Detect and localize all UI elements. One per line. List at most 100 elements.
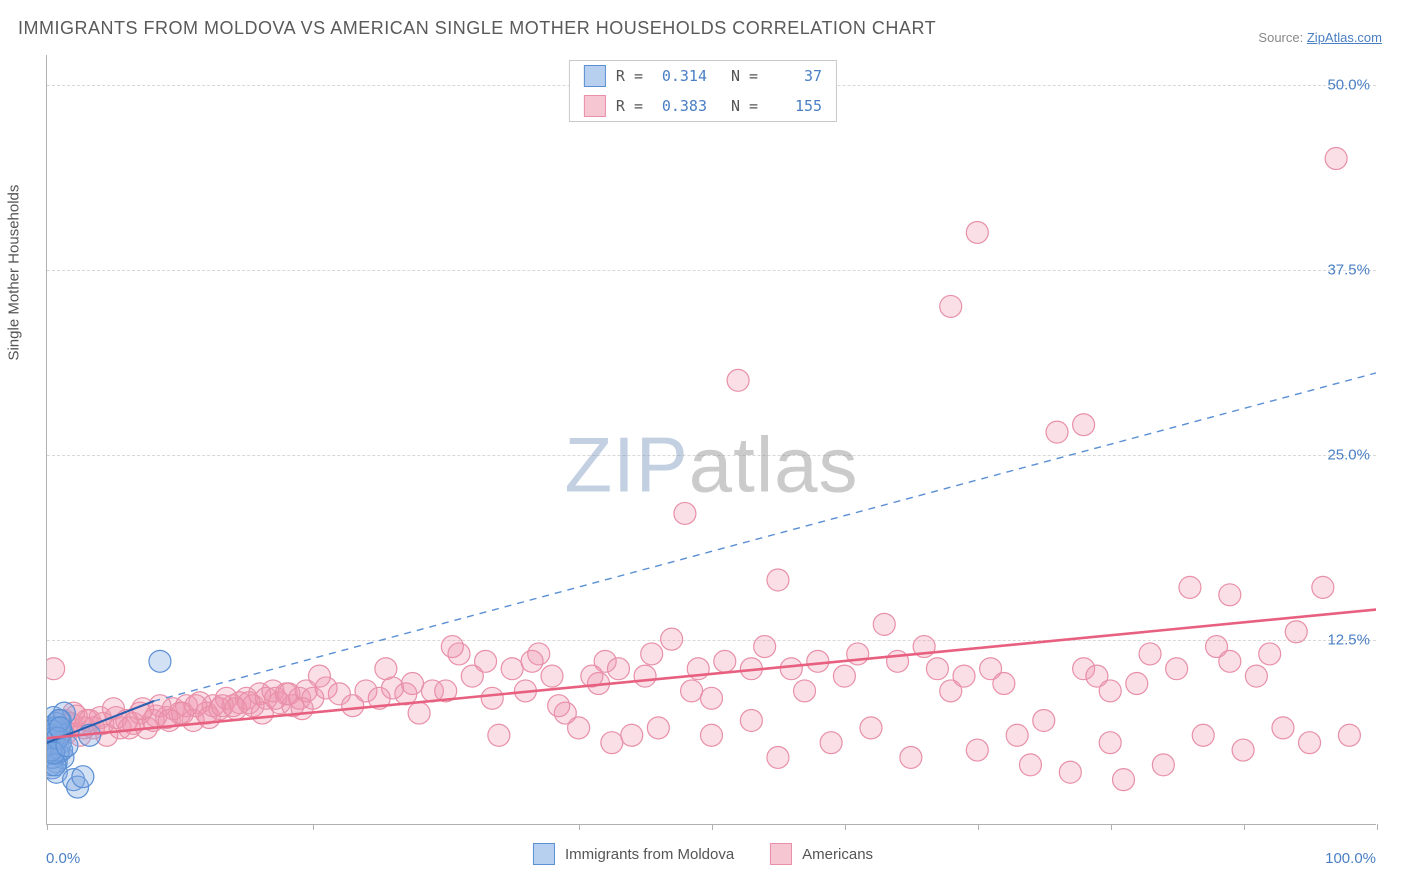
x-axis-max-label: 100.0%	[1325, 850, 1376, 867]
scatter-point-americans	[441, 636, 463, 658]
scatter-point-americans	[900, 746, 922, 768]
scatter-point-americans	[1099, 680, 1121, 702]
scatter-point-americans	[681, 680, 703, 702]
scatter-point-americans	[1219, 584, 1241, 606]
scatter-point-americans	[1099, 732, 1121, 754]
x-tick	[1111, 824, 1112, 830]
scatter-point-americans	[521, 650, 543, 672]
legend-r-value: 0.383	[653, 97, 707, 115]
scatter-point-americans	[1059, 761, 1081, 783]
scatter-point-americans	[701, 687, 723, 709]
legend-n-label: N =	[731, 97, 758, 115]
scatter-point-americans	[501, 658, 523, 680]
legend-r-label: R =	[616, 67, 643, 85]
scatter-point-americans	[1285, 621, 1307, 643]
scatter-point-americans	[1192, 724, 1214, 746]
legend-swatch-americans	[770, 843, 792, 865]
scatter-point-americans	[1299, 732, 1321, 754]
scatter-point-moldova	[72, 766, 94, 788]
scatter-point-americans	[634, 665, 656, 687]
scatter-point-americans	[767, 569, 789, 591]
correlation-legend: R =0.314N =37R =0.383N =155	[569, 60, 837, 122]
scatter-point-americans	[940, 295, 962, 317]
scatter-point-americans	[966, 221, 988, 243]
scatter-point-americans	[1073, 414, 1095, 436]
legend-swatch-moldova	[584, 65, 606, 87]
scatter-point-americans	[375, 658, 397, 680]
legend-swatch-moldova	[533, 843, 555, 865]
scatter-point-moldova	[149, 650, 171, 672]
legend-swatch-americans	[584, 95, 606, 117]
scatter-point-americans	[926, 658, 948, 680]
source-attribution: Source: ZipAtlas.com	[1258, 30, 1382, 45]
x-axis-min-label: 0.0%	[46, 850, 80, 867]
scatter-point-americans	[754, 636, 776, 658]
scatter-point-americans	[807, 650, 829, 672]
scatter-point-americans	[740, 709, 762, 731]
scatter-point-americans	[860, 717, 882, 739]
scatter-point-americans	[833, 665, 855, 687]
chart-title: IMMIGRANTS FROM MOLDOVA VS AMERICAN SING…	[18, 18, 936, 39]
scatter-point-americans	[601, 732, 623, 754]
scatter-point-americans	[1312, 576, 1334, 598]
scatter-point-americans	[647, 717, 669, 739]
x-tick	[1377, 824, 1378, 830]
scatter-point-americans	[767, 746, 789, 768]
scatter-point-americans	[727, 369, 749, 391]
scatter-point-americans	[1152, 754, 1174, 776]
scatter-point-americans	[47, 658, 65, 680]
scatter-point-americans	[1272, 717, 1294, 739]
legend-stat-row-moldova: R =0.314N =37	[570, 61, 836, 91]
scatter-point-americans	[118, 717, 140, 739]
scatter-point-americans	[568, 717, 590, 739]
x-tick	[978, 824, 979, 830]
scatter-point-americans	[1033, 709, 1055, 731]
x-tick	[1244, 824, 1245, 830]
scatter-point-americans	[401, 673, 423, 695]
scatter-point-americans	[607, 658, 629, 680]
x-tick	[579, 824, 580, 830]
x-tick	[313, 824, 314, 830]
scatter-plot-svg	[47, 55, 1376, 824]
scatter-point-americans	[481, 687, 503, 709]
source-label: Source:	[1258, 30, 1303, 45]
series-legend: Immigrants from Moldova Americans	[533, 843, 873, 865]
scatter-point-americans	[1338, 724, 1360, 746]
legend-label-americans: Americans	[802, 846, 873, 863]
source-link[interactable]: ZipAtlas.com	[1307, 30, 1382, 45]
scatter-point-americans	[1019, 754, 1041, 776]
scatter-point-americans	[1112, 769, 1134, 791]
scatter-point-americans	[1219, 650, 1241, 672]
scatter-point-americans	[1245, 665, 1267, 687]
scatter-point-americans	[641, 643, 663, 665]
scatter-point-americans	[674, 502, 696, 524]
scatter-point-americans	[953, 665, 975, 687]
legend-stat-row-americans: R =0.383N =155	[570, 91, 836, 121]
scatter-point-americans	[820, 732, 842, 754]
scatter-point-americans	[1006, 724, 1028, 746]
scatter-point-americans	[475, 650, 497, 672]
scatter-point-americans	[1179, 576, 1201, 598]
legend-r-value: 0.314	[653, 67, 707, 85]
x-tick	[47, 824, 48, 830]
scatter-point-americans	[308, 665, 330, 687]
scatter-point-americans	[548, 695, 570, 717]
scatter-point-americans	[1325, 148, 1347, 170]
scatter-point-americans	[1166, 658, 1188, 680]
scatter-point-americans	[621, 724, 643, 746]
scatter-point-americans	[488, 724, 510, 746]
legend-label-moldova: Immigrants from Moldova	[565, 846, 734, 863]
scatter-point-americans	[1126, 673, 1148, 695]
scatter-point-americans	[701, 724, 723, 746]
scatter-point-americans	[1232, 739, 1254, 761]
scatter-point-americans	[541, 665, 563, 687]
scatter-point-americans	[661, 628, 683, 650]
legend-n-value: 155	[768, 97, 822, 115]
x-tick	[845, 824, 846, 830]
legend-item-americans: Americans	[770, 843, 873, 865]
plot-area: ZIPatlas 12.5%25.0%37.5%50.0%	[46, 55, 1376, 825]
scatter-point-americans	[993, 673, 1015, 695]
scatter-point-americans	[1139, 643, 1161, 665]
scatter-point-americans	[714, 650, 736, 672]
legend-n-label: N =	[731, 67, 758, 85]
